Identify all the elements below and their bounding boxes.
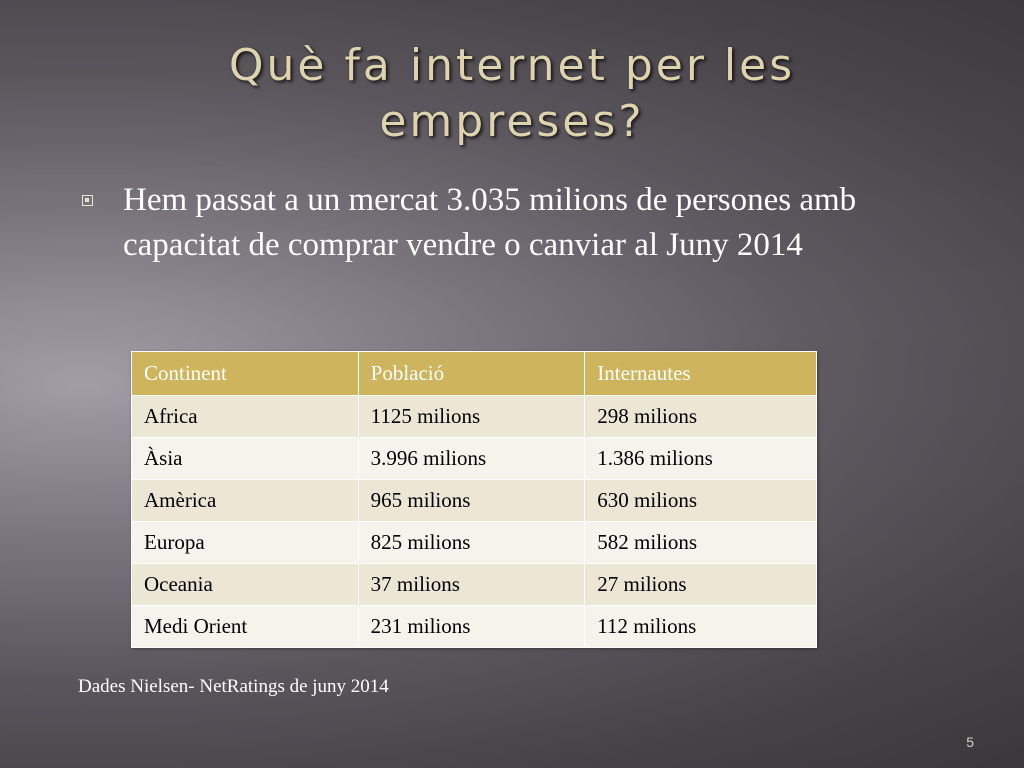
- cell-internautes: 27 milions: [584, 563, 817, 606]
- cell-internautes: 582 milions: [584, 521, 817, 564]
- slide-title: Què fa internet per les empreses?: [60, 38, 964, 150]
- cell-poblacio: 1125 milions: [357, 395, 586, 438]
- cell-poblacio: 3.996 milions: [357, 437, 586, 480]
- table-row: Amèrica 965 milions 630 milions: [131, 479, 817, 522]
- table-row: Àsia 3.996 milions 1.386 milions: [131, 437, 817, 480]
- cell-internautes: 1.386 milions: [584, 437, 817, 480]
- table-row: Oceania 37 milions 27 milions: [131, 563, 817, 606]
- cell-internautes: 112 milions: [584, 605, 817, 648]
- internet-users-table: Continent Població Internautes Africa 11…: [131, 351, 817, 648]
- slide-title-line-2: empreses?: [379, 96, 645, 147]
- header-internautes: Internautes: [584, 351, 817, 396]
- header-poblacio: Població: [357, 351, 586, 396]
- cell-internautes: 298 milions: [584, 395, 817, 438]
- square-bullet-icon: [82, 195, 93, 206]
- page-number: 5: [966, 734, 974, 750]
- header-continent: Continent: [131, 351, 359, 396]
- table-row: Medi Orient 231 milions 112 milions: [131, 605, 817, 648]
- cell-continent: Oceania: [131, 563, 359, 606]
- cell-continent: Àsia: [131, 437, 359, 480]
- table-header-row: Continent Població Internautes: [131, 351, 817, 396]
- table-row: Africa 1125 milions 298 milions: [131, 395, 817, 438]
- slide-title-line-1: Què fa internet per les: [228, 40, 796, 91]
- cell-poblacio: 825 milions: [357, 521, 586, 564]
- cell-continent: Africa: [131, 395, 359, 438]
- bullet-point: Hem passat a un mercat 3.035 milions de …: [82, 178, 942, 268]
- cell-continent: Medi Orient: [131, 605, 359, 648]
- source-note: Dades Nielsen- NetRatings de juny 2014: [78, 676, 389, 697]
- cell-continent: Europa: [131, 521, 359, 564]
- cell-continent: Amèrica: [131, 479, 359, 522]
- cell-poblacio: 37 milions: [357, 563, 586, 606]
- cell-internautes: 630 milions: [584, 479, 817, 522]
- cell-poblacio: 965 milions: [357, 479, 586, 522]
- table-row: Europa 825 milions 582 milions: [131, 521, 817, 564]
- cell-poblacio: 231 milions: [357, 605, 586, 648]
- bullet-text: Hem passat a un mercat 3.035 milions de …: [123, 182, 857, 263]
